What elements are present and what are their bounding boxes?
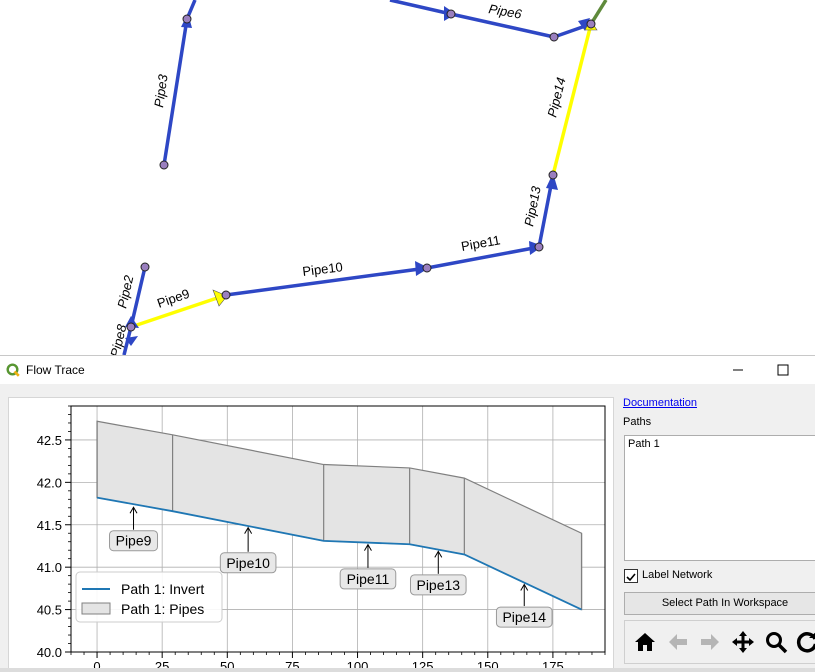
annotation-box [219, 552, 277, 574]
pipe-label-pipe13: Pipe13 [521, 184, 544, 227]
annotation-arrowhead [244, 526, 253, 534]
node-marker[interactable] [159, 160, 169, 170]
y-tick-label: 42.0 [37, 475, 62, 490]
legend-pipes-label: Path 1: Pipes [121, 601, 204, 617]
pipe-label-pipe11: Pipe11 [460, 232, 502, 254]
dialog-bottom-edge [0, 668, 815, 672]
annotation-arrowhead [129, 506, 138, 514]
flow-arrow-icon [578, 18, 590, 31]
chart-legend: Path 1: Invert Path 1: Pipes [75, 571, 223, 623]
flow-trace-dialog: Flow Trace 0 25 50 75 100 125 150 175 40.0 40.5 41… [0, 355, 815, 672]
zoom-icon[interactable] [764, 630, 788, 654]
node-marker[interactable] [549, 32, 559, 42]
x-tick-label: 0 [93, 659, 100, 669]
annotation-label: Pipe11 [347, 571, 390, 587]
pipe-label-pipe10: Pipe10 [302, 259, 344, 279]
y-tick-label: 40.0 [37, 645, 62, 660]
plot-frame [70, 405, 606, 653]
node-marker[interactable] [126, 322, 136, 332]
window-title: Flow Trace [26, 363, 85, 377]
pipe-3[interactable] [162, 18, 189, 166]
annotation-arrowhead [434, 550, 443, 558]
pipe-upper-segment[interactable] [389, 0, 452, 16]
refresh-icon[interactable] [795, 630, 815, 654]
node-marker[interactable] [140, 262, 150, 272]
back-arrow-icon[interactable] [666, 630, 690, 654]
node-marker[interactable] [534, 242, 544, 252]
flow-arrow-icon [125, 336, 138, 346]
y-tick-label: 40.5 [37, 603, 62, 618]
y-tick-label: 41.5 [37, 518, 62, 533]
x-tick-label: 150 [477, 659, 499, 669]
pan-icon[interactable] [731, 630, 755, 654]
annotation-arrowhead [364, 543, 372, 551]
profile-chart-svg[interactable]: 0 25 50 75 100 125 150 175 40.0 40.5 41.0 41.5 42.0 4… [9, 398, 613, 669]
annotation-box [339, 568, 397, 590]
flow-arrow-icon [212, 289, 228, 307]
flow-arrow-icon [546, 173, 558, 190]
node-marker[interactable] [548, 170, 558, 180]
paths-label: Paths [623, 416, 652, 428]
pipe-11[interactable] [426, 245, 540, 270]
map-canvas[interactable]: Pipe6 Pipe3 Pipe14 Pipe13 Pipe11 Pipe10 … [0, 0, 815, 355]
annotation-label: Pipe9 [116, 533, 152, 549]
legend-frame [75, 571, 223, 623]
pipe-10[interactable] [225, 266, 428, 297]
documentation-link[interactable]: Documentation [623, 397, 697, 409]
annotation-arrowhead [520, 583, 529, 591]
pipe-14[interactable] [551, 23, 593, 176]
label-network-label[interactable]: Label Network [642, 569, 713, 581]
node-marker[interactable] [182, 14, 192, 24]
y-tick-label: 41.0 [37, 560, 62, 575]
legend-pipes-swatch [81, 602, 111, 615]
pipe-offscreen-green[interactable] [589, 0, 608, 25]
annotation-box [495, 606, 553, 628]
invert-line [96, 496, 582, 611]
x-tick-label: 175 [542, 659, 564, 669]
maximize-icon[interactable] [770, 356, 796, 384]
pipe-6[interactable] [450, 12, 555, 39]
x-tick-label: 25 [155, 659, 169, 669]
annotation-box [109, 530, 159, 552]
annotation-box [409, 574, 467, 596]
pipe-label-pipe14: Pipe14 [544, 76, 568, 119]
flow-arrow-icon [415, 261, 429, 276]
y-tick-label: 42.5 [37, 433, 62, 448]
check-icon [626, 573, 636, 582]
annotation-label: Pipe10 [226, 555, 270, 571]
network-map[interactable]: Pipe6 Pipe3 Pipe14 Pipe13 Pipe11 Pipe10 … [0, 0, 815, 355]
minimize-icon[interactable] [725, 356, 751, 384]
title-bar[interactable]: Flow Trace [0, 356, 815, 384]
legend-invert-label: Path 1: Invert [121, 581, 204, 597]
x-tick-label: 100 [347, 659, 369, 669]
x-tick-label: 125 [412, 659, 434, 669]
path-list-item[interactable]: Path 1 [628, 438, 660, 450]
x-tick-label: 50 [220, 659, 234, 669]
node-marker[interactable] [221, 290, 231, 300]
profile-chart[interactable]: 0 25 50 75 100 125 150 175 40.0 40.5 41.0 41.5 42.0 4… [8, 397, 614, 670]
paths-list[interactable]: Path 1 [624, 435, 815, 561]
pipe-label-pipe8: Pipe8 [107, 322, 129, 355]
qgis-icon [6, 363, 20, 377]
pipe-label-pipe3: Pipe3 [151, 73, 171, 109]
pipe-9[interactable] [130, 293, 227, 329]
pipe-label-pipe6: Pipe6 [487, 1, 523, 22]
x-tick-label: 75 [285, 659, 299, 669]
select-path-button[interactable]: Select Path In Workspace [624, 592, 815, 615]
annotation-label: Pipe14 [502, 609, 546, 625]
label-network-checkbox[interactable] [624, 569, 638, 583]
annotation-label: Pipe13 [416, 577, 460, 593]
node-marker[interactable] [586, 19, 596, 29]
node-marker[interactable] [422, 263, 432, 273]
pipe-2[interactable] [129, 266, 147, 328]
forward-arrow-icon[interactable] [698, 630, 722, 654]
home-icon[interactable] [633, 630, 657, 654]
node-marker[interactable] [446, 9, 456, 19]
plot-toolbar [624, 620, 815, 664]
pipe-label-pipe2: Pipe2 [114, 273, 136, 310]
